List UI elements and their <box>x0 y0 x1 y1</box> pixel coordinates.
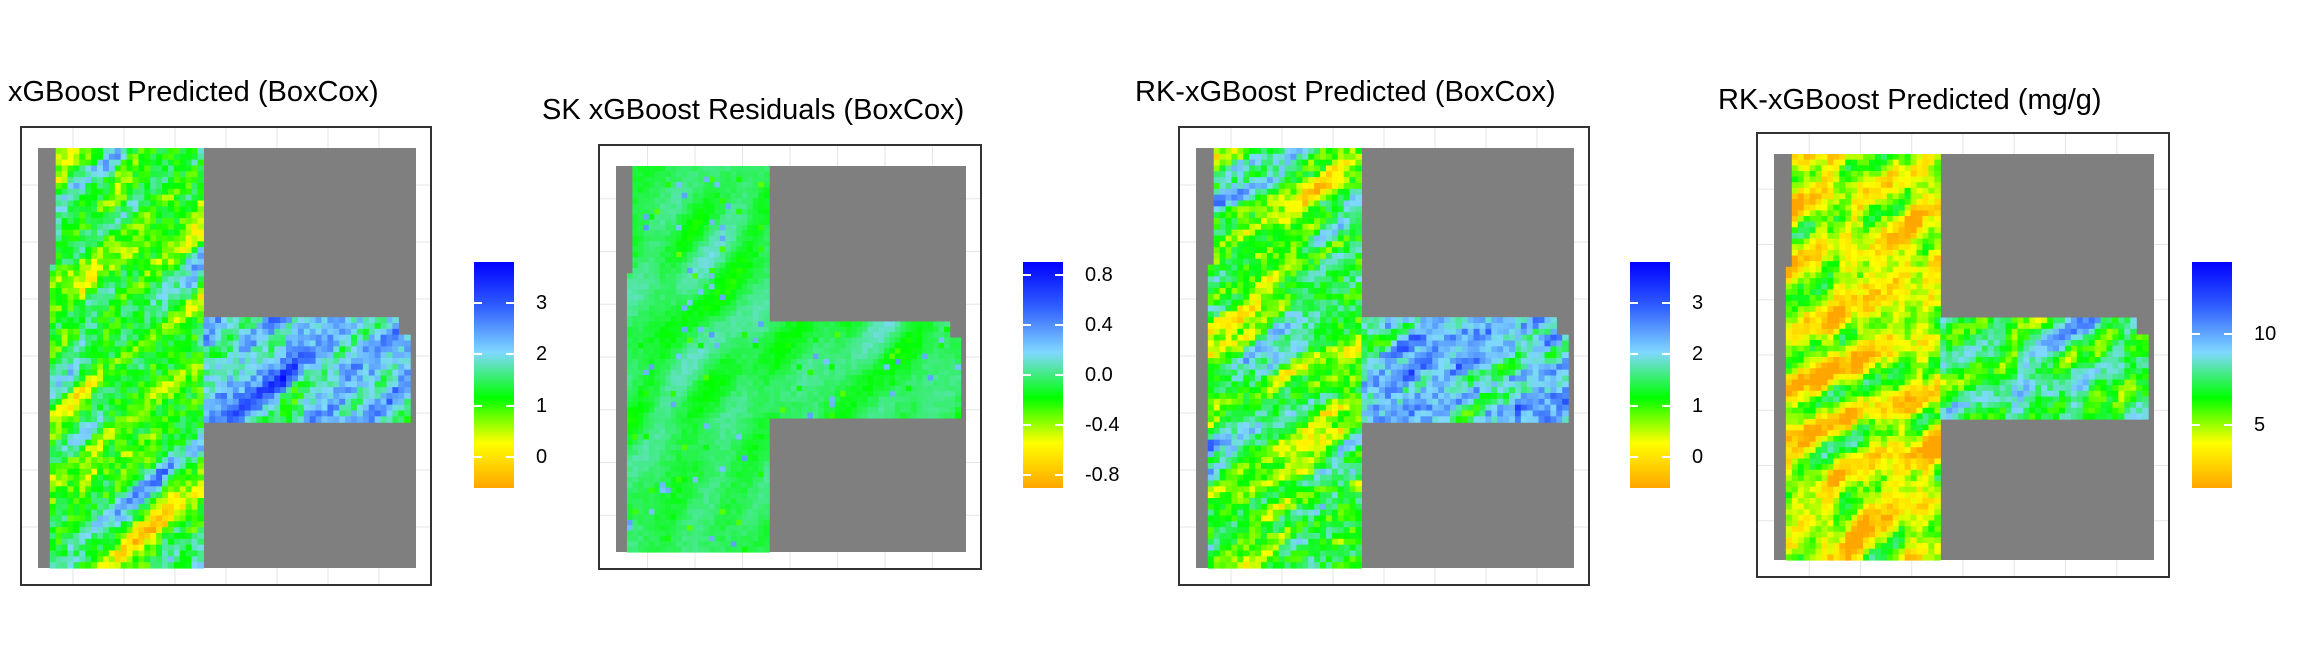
colorbar-tick-label: 0.4 <box>1085 313 1113 336</box>
colorbar <box>474 262 514 488</box>
panel-title: RK-xGBoost Predicted (BoxCox) <box>1135 76 1556 108</box>
map-plot <box>22 128 430 584</box>
colorbar-tick-label: 0.8 <box>1085 263 1113 286</box>
raster-cells <box>49 148 411 569</box>
colorbar-tick <box>1662 456 1670 459</box>
map-plot <box>1180 128 1588 584</box>
raster-cells <box>1207 148 1569 569</box>
colorbar-tick <box>474 302 482 305</box>
map-plot <box>1758 134 2168 576</box>
colorbar-tick <box>1662 404 1670 407</box>
colorbar-tick <box>1055 323 1063 326</box>
colorbar-tick-label: 10 <box>2254 323 2277 346</box>
colorbar-tick <box>1662 302 1670 305</box>
colorbar-tick <box>506 353 514 356</box>
colorbar-tick-label: 1 <box>1692 394 1704 417</box>
raster-cells <box>1785 154 2149 561</box>
map-frame <box>1178 126 1590 586</box>
colorbar-tick <box>1023 374 1031 376</box>
colorbar-tick <box>1023 474 1031 477</box>
colorbar-tick <box>1055 424 1063 427</box>
colorbar-tick-label: 2 <box>1692 343 1704 366</box>
colorbar-tick-label: 0 <box>1692 446 1704 469</box>
colorbar-tick-label: -0.8 <box>1085 464 1120 487</box>
colorbar-tick <box>1630 302 1638 305</box>
colorbar-tick <box>506 302 514 305</box>
colorbar-tick <box>506 456 514 459</box>
colorbar-tick-label: 1 <box>536 394 548 417</box>
colorbar-tick <box>1630 353 1638 356</box>
colorbar <box>1630 262 1670 488</box>
map-frame <box>20 126 432 586</box>
colorbar-tick <box>1662 353 1670 356</box>
colorbar-tick-label: 3 <box>536 292 548 315</box>
map-frame <box>1756 132 2170 578</box>
colorbar-tick-label: 0 <box>536 446 548 469</box>
panel-title: SK xGBoost Residuals (BoxCox) <box>542 94 965 126</box>
panel-title: RK-xGBoost Predicted (mg/g) <box>1718 84 2102 116</box>
colorbar-tick <box>1055 374 1063 376</box>
colorbar-tick-label: -0.4 <box>1085 414 1120 437</box>
colorbar-tick <box>1023 323 1031 326</box>
panel-title: xGBoost Predicted (BoxCox) <box>8 76 379 108</box>
colorbar-tick <box>1023 273 1031 276</box>
colorbar-tick <box>2224 423 2232 426</box>
colorbar-tick-label: 3 <box>1692 292 1704 315</box>
colorbar-tick-label: 0.0 <box>1085 364 1113 386</box>
colorbar-tick <box>2192 423 2200 426</box>
colorbar-tick <box>1055 273 1063 276</box>
colorbar-tick <box>1630 404 1638 407</box>
colorbar-tick-label: 5 <box>2254 413 2266 436</box>
colorbar-tick <box>1023 424 1031 427</box>
colorbar-tick <box>474 353 482 356</box>
colorbar-tick <box>2192 333 2200 336</box>
colorbar-tick <box>2224 333 2232 336</box>
colorbar-tick <box>1055 474 1063 477</box>
colorbar-tick <box>474 404 482 407</box>
map-plot <box>600 146 980 568</box>
colorbar-tick <box>474 456 482 459</box>
colorbar-tick <box>506 404 514 407</box>
colorbar-tick-label: 2 <box>536 343 548 366</box>
raster-cells <box>626 166 962 553</box>
colorbar <box>2192 262 2232 488</box>
colorbar-tick <box>1630 456 1638 459</box>
map-frame <box>598 144 982 570</box>
